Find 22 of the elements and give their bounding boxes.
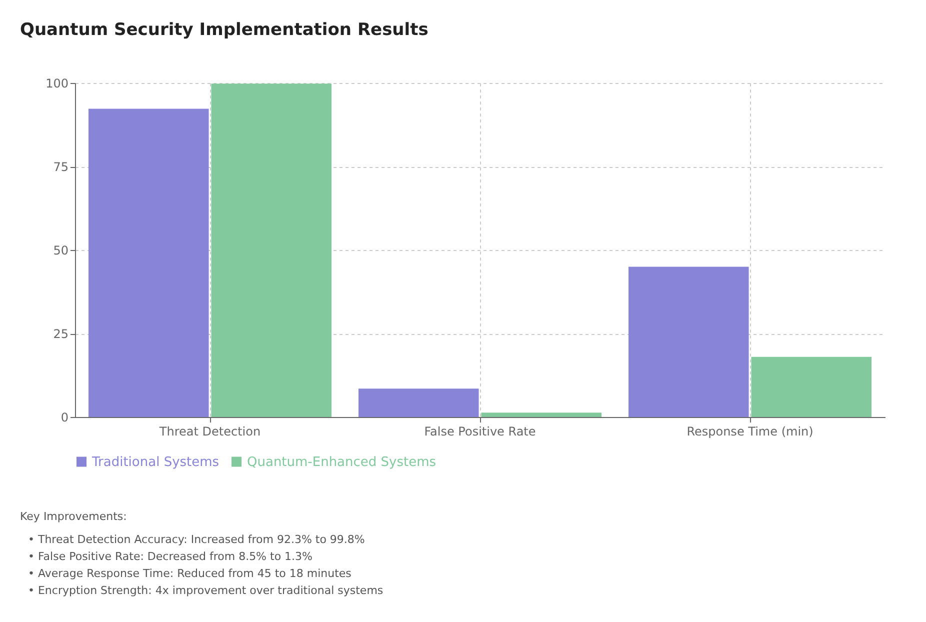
legend-label: Traditional Systems [91, 454, 220, 470]
text: • False Positive Rate: Decreased from 8.5% to 1.3% [28, 550, 314, 563]
text: • Encryption Strength: 4x improvement over traditional systems [28, 584, 384, 597]
y-tick-label: 50 [53, 244, 68, 258]
bar [481, 412, 602, 417]
x-tick-label: Response Time (min) [686, 424, 814, 438]
bar [751, 356, 872, 417]
bar [211, 84, 332, 417]
text: Key Improvements: [20, 510, 128, 523]
chart-title: Quantum Security Implementation Results [20, 20, 428, 40]
text: • Threat Detection Accuracy: Increased from 92.3% to 99.8% [28, 533, 366, 546]
y-tick-label: 0 [60, 410, 68, 424]
bar [88, 108, 209, 417]
y-tick-label: 25 [53, 327, 68, 341]
legend-label: Quantum-Enhanced Systems [247, 454, 436, 470]
bar [358, 388, 479, 417]
x-tick-label: Threat Detection [158, 424, 261, 438]
y-tick-label: 100 [46, 76, 68, 90]
bar [628, 266, 749, 417]
x-tick-label: False Positive Rate [424, 424, 536, 438]
y-tick-label: 75 [53, 160, 68, 174]
text: • Average Response Time: Reduced from 45 to 18 minutes [28, 567, 352, 580]
